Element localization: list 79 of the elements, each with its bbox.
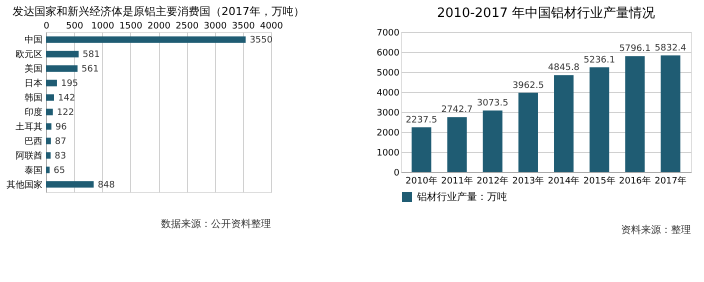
bar: [554, 75, 574, 172]
data-label: 83: [54, 151, 66, 162]
x-tick-label: 2017年: [654, 176, 686, 186]
x-tick-label: 2015年: [583, 176, 616, 186]
data-label: 2237.5: [406, 115, 438, 126]
y-tick-label: 其他国家: [6, 179, 42, 190]
y-tick-label: 巴西: [24, 136, 42, 147]
bar: [46, 94, 54, 101]
x-tick-label: 1000: [91, 22, 114, 32]
data-label: 195: [60, 79, 78, 90]
data-label: 87: [54, 136, 66, 147]
x-tick-label: 500: [66, 22, 84, 32]
y-tick-label: 7000: [376, 28, 400, 38]
data-label: 2742.7: [441, 105, 473, 116]
data-label: 3550: [250, 36, 273, 46]
data-label: 581: [82, 50, 100, 60]
bar: [518, 92, 538, 172]
y-tick-label: 3000: [376, 108, 400, 118]
x-tick-label: 4000: [260, 22, 284, 32]
x-tick-label: 1500: [119, 22, 143, 32]
y-tick-label: 4000: [376, 88, 400, 98]
bar: [46, 166, 50, 174]
bar: [46, 108, 53, 116]
y-tick-label: 印度: [24, 107, 42, 118]
bar: [412, 127, 432, 172]
bar: [625, 56, 645, 172]
data-label: 96: [55, 122, 68, 132]
y-tick-label: 韩国: [24, 92, 42, 104]
y-tick-label: 0: [394, 168, 400, 178]
x-tick-label: 2013年: [512, 176, 544, 186]
y-tick-label: 日本: [24, 78, 42, 90]
y-tick-label: 1000: [376, 148, 400, 158]
bar: [46, 138, 51, 144]
x-tick-label: 2016年: [619, 176, 651, 186]
y-tick-label: 6000: [376, 48, 400, 58]
data-label: 5236.1: [584, 55, 616, 66]
chart-title: 发达国家和新兴经济体是原铝主要消费国（2017年，万吨）: [12, 5, 304, 18]
data-label: 5832.4: [654, 43, 687, 54]
data-label: 142: [58, 94, 76, 104]
data-label: 561: [82, 64, 99, 75]
y-tick-label: 阿联酋: [16, 150, 42, 162]
x-tick-label: 2011年: [441, 176, 473, 186]
bar: [46, 181, 94, 188]
data-label: 4845.8: [548, 63, 580, 74]
bar: [660, 55, 680, 172]
y-tick-label: 2000: [376, 128, 400, 138]
chart-title: 2010-2017 年中国铝材行业产量情况: [437, 6, 655, 21]
text: 资料来源：整理: [621, 224, 691, 236]
bar: [46, 123, 52, 130]
bar: [46, 65, 78, 72]
bar: [46, 152, 51, 159]
y-tick-label: 美国: [24, 64, 42, 75]
x-tick-label: 3500: [232, 22, 256, 32]
bar: [590, 67, 610, 172]
y-tick-label: 土耳其: [16, 121, 42, 132]
bar: [46, 50, 79, 58]
x-tick-label: 3000: [204, 22, 227, 32]
y-tick-label: 欧元区: [16, 49, 42, 60]
y-tick-label: 泰国: [24, 164, 42, 176]
bar: [482, 110, 502, 172]
data-label: 3962.5: [512, 80, 544, 91]
bar: [447, 117, 467, 172]
data-label: 848: [98, 180, 116, 190]
legend-label: 铝材行业产量：万吨: [416, 191, 507, 203]
x-tick-label: 2000: [148, 22, 171, 32]
data-label: 122: [56, 108, 74, 118]
y-tick-label: 5000: [376, 68, 400, 78]
x-tick-label: 2010年: [406, 176, 438, 186]
x-tick-label: 2012年: [476, 176, 509, 186]
bar: [46, 80, 57, 86]
source-note: 数据来源：公开资料整理: [161, 218, 271, 230]
bar: [46, 36, 246, 43]
data-label: 65: [54, 166, 66, 176]
x-tick-label: 0: [44, 22, 50, 32]
x-tick-label: 2500: [176, 22, 199, 32]
x-tick-label: 2014年: [548, 176, 580, 186]
y-tick-label: 中国: [24, 34, 42, 46]
data-label: 5796.1: [619, 44, 651, 54]
data-label: 3073.5: [476, 98, 508, 109]
